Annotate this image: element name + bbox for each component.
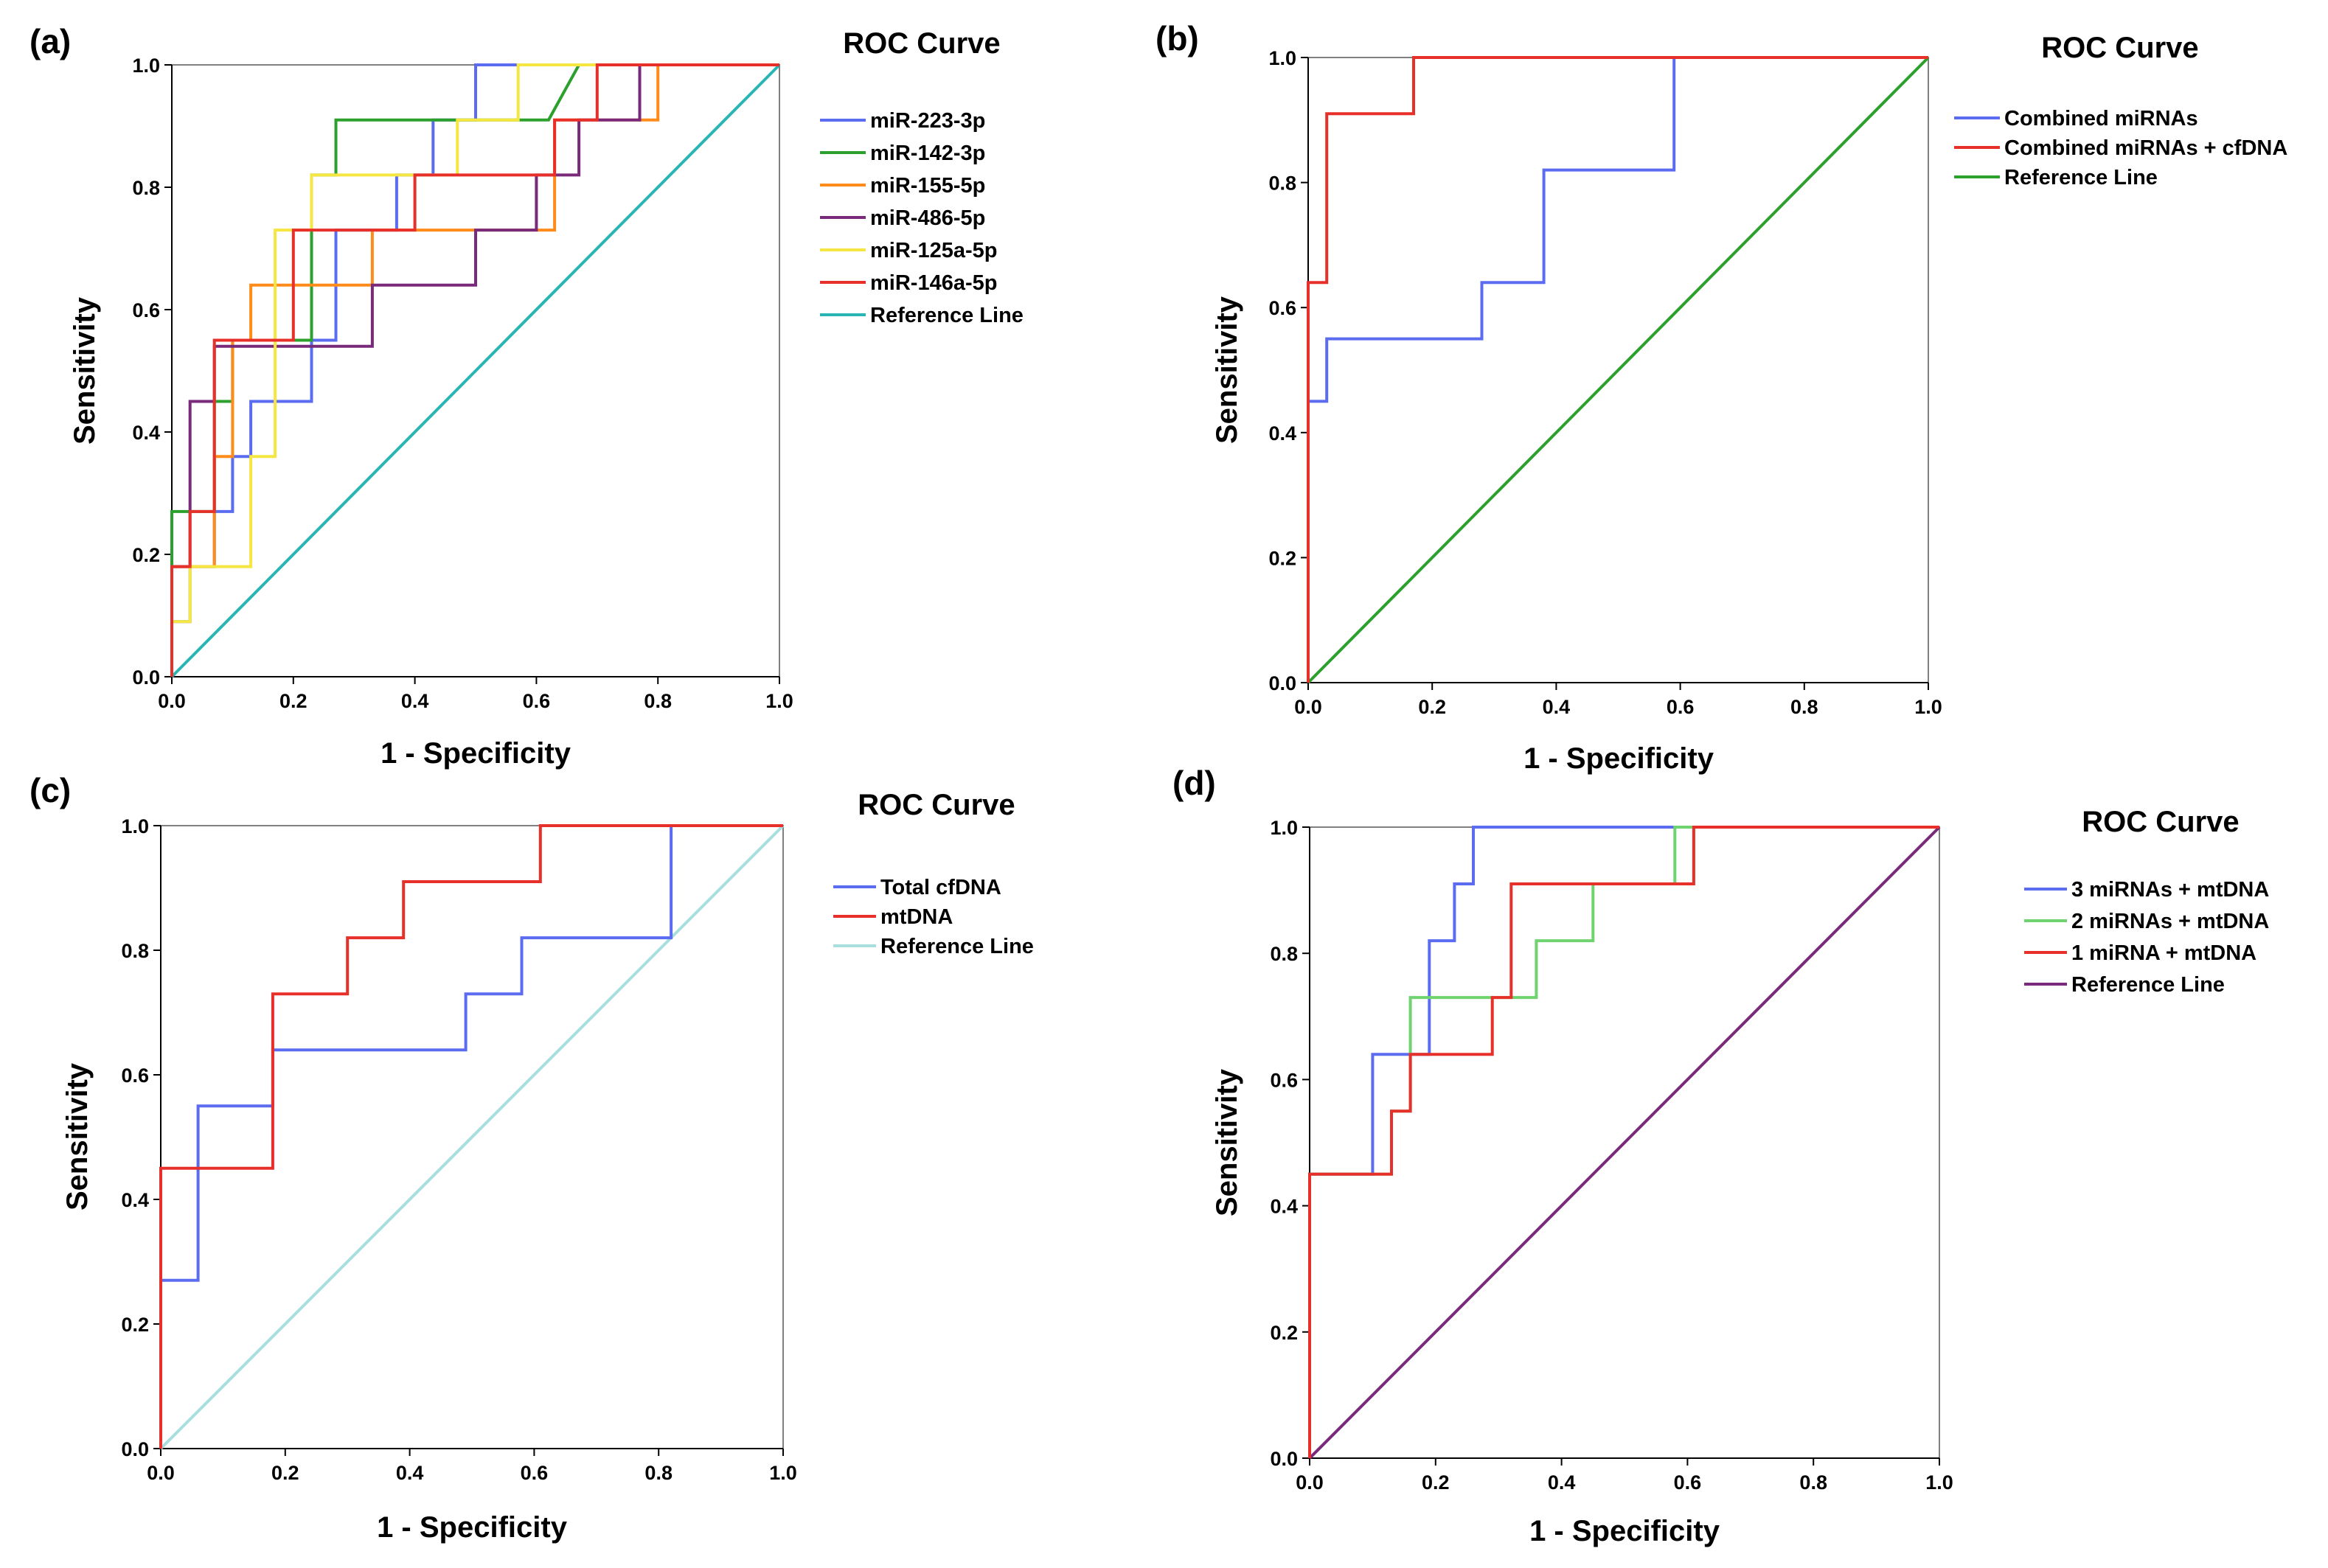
x-tick-label: 0.2 (1422, 1471, 1450, 1494)
legend-label: Reference Line (880, 935, 1034, 958)
roc-panel-b: 0.0 0.2 0.4 0.6 0.8 1.0 0.0 0.2 0.4 0.6 0.8 1.0 (b) R… (1156, 19, 2287, 775)
x-tick-label: 0.6 (521, 1462, 549, 1484)
y-tick-label: 0.2 (132, 544, 160, 566)
y-tick-label: 0.8 (1270, 943, 1298, 965)
roc-panel-d: 0.0 0.2 0.4 0.6 0.8 1.0 0.0 0.2 0.4 0.6 0.8 1.0 (d) R… (1172, 764, 2269, 1547)
chart-title: ROC Curve (843, 27, 1000, 60)
legend-label: 1 miRNA + mtDNA (2071, 941, 2256, 965)
series-line-mtdna (159, 824, 783, 1449)
y-tick-label: 0.4 (1270, 1196, 1298, 1218)
chart-title: ROC Curve (858, 789, 1015, 821)
series-line-reference-line (1308, 826, 1941, 1460)
legend-label: Reference Line (2071, 973, 2225, 997)
legend-label: miR-155-5p (870, 174, 985, 198)
x-tick-label: 1.0 (769, 1462, 797, 1484)
panel-label: (a) (29, 22, 71, 60)
x-tick-label: 1.0 (1925, 1471, 1953, 1494)
x-tick-label: 0.8 (644, 1462, 673, 1484)
x-tick-label: 0.0 (147, 1462, 175, 1484)
y-tick-label: 0.4 (1268, 422, 1296, 445)
x-tick-label: 0.6 (523, 690, 551, 712)
legend-label: miR-146a-5p (870, 271, 997, 295)
y-tick-label: 0.2 (121, 1314, 149, 1336)
legend-label: Combined miRNAs + cfDNA (2004, 136, 2287, 160)
panel-label: (d) (1172, 764, 1216, 802)
legend-label: 2 miRNAs + mtDNA (2071, 910, 2269, 933)
series-line-mir-125a-5p (170, 63, 779, 677)
y-axis-title: Sensitivity (69, 296, 101, 445)
y-tick-label: 0.6 (1270, 1069, 1298, 1091)
x-axis-title: 1 - Specificity (381, 737, 571, 770)
panel-label: (b) (1156, 19, 1199, 58)
legend-label: Combined miRNAs (2004, 107, 2198, 130)
x-tick-label: 0.8 (1790, 696, 1818, 718)
y-tick-label: 0.4 (121, 1189, 149, 1211)
x-tick-label: 0.0 (1296, 1471, 1324, 1494)
y-tick-label: 1.0 (121, 815, 149, 837)
y-tick-label: 0.8 (1268, 173, 1296, 195)
series-line-total-cfdna (159, 824, 783, 1449)
legend-label: mtDNA (880, 905, 953, 929)
x-tick-label: 0.6 (1674, 1471, 1702, 1494)
chart-title: ROC Curve (2041, 32, 2198, 64)
y-tick-label: 0.2 (1270, 1322, 1298, 1344)
x-tick-label: 0.8 (644, 690, 672, 712)
y-tick-label: 0.0 (1270, 1448, 1298, 1470)
x-tick-label: 0.2 (1418, 696, 1446, 718)
x-tick-label: 0.8 (1799, 1471, 1827, 1494)
legend-label: miR-142-3p (870, 142, 985, 165)
y-tick-label: 0.8 (121, 940, 149, 962)
x-tick-label: 0.6 (1667, 696, 1695, 718)
y-tick-label: 0.6 (132, 299, 160, 321)
series-line-reference-line (170, 63, 781, 678)
x-axis-title: 1 - Specificity (377, 1511, 568, 1544)
x-tick-label: 0.2 (271, 1462, 299, 1484)
series-line-mir-146a-5p (170, 63, 779, 677)
y-axis-title: Sensitivity (1211, 296, 1243, 444)
series-line-reference-line (1307, 56, 1930, 684)
legend-label: Reference Line (870, 304, 1024, 327)
y-axis-title: Sensitivity (1211, 1068, 1243, 1216)
y-tick-label: 0.6 (1268, 297, 1296, 319)
legend-label: Total cfDNA (880, 876, 1001, 899)
x-tick-label: 0.0 (1294, 696, 1322, 718)
panel-label: (c) (29, 771, 71, 809)
roc-panel-c: 0.0 0.2 0.4 0.6 0.8 1.0 0.0 0.2 0.4 0.6 0.8 1.0 (c) R… (29, 771, 1034, 1544)
series-line-1-mirna-mtdna (1308, 826, 1939, 1458)
x-tick-label: 0.4 (401, 690, 429, 712)
series-line-reference-line (159, 824, 785, 1450)
chart-title: ROC Curve (2082, 806, 2239, 838)
y-tick-label: 1.0 (1268, 47, 1296, 69)
x-tick-label: 0.4 (1548, 1471, 1576, 1494)
y-tick-label: 0.0 (132, 666, 160, 689)
legend-label: Reference Line (2004, 166, 2158, 189)
y-tick-label: 0.0 (1268, 672, 1296, 694)
y-tick-label: 1.0 (1270, 817, 1298, 839)
legend-label: miR-125a-5p (870, 239, 997, 262)
x-tick-label: 0.4 (396, 1462, 424, 1484)
legend-label: miR-486-5p (870, 206, 985, 230)
y-tick-label: 1.0 (132, 55, 160, 77)
x-tick-label: 1.0 (765, 690, 793, 712)
legend-label: miR-223-3p (870, 109, 985, 133)
x-tick-label: 0.2 (279, 690, 307, 712)
y-axis-title: Sensitivity (61, 1062, 94, 1210)
y-tick-label: 0.0 (121, 1438, 149, 1460)
x-tick-label: 0.0 (158, 690, 186, 712)
y-tick-label: 0.4 (132, 422, 160, 444)
x-tick-label: 1.0 (1914, 696, 1942, 718)
y-tick-label: 0.6 (121, 1065, 149, 1087)
x-axis-title: 1 - Specificity (1523, 742, 1714, 775)
series-line-combined-mirnas-cfdna (1307, 56, 1928, 683)
x-tick-label: 0.4 (1543, 696, 1571, 718)
y-tick-label: 0.8 (132, 177, 160, 199)
y-tick-label: 0.2 (1268, 547, 1296, 569)
series-line-combined-mirnas (1307, 56, 1928, 683)
legend-label: 3 miRNAs + mtDNA (2071, 878, 2269, 902)
x-axis-title: 1 - Specificity (1529, 1515, 1720, 1547)
roc-panel-a: 0.0 0.2 0.4 0.6 0.8 1.0 0.0 0.2 0.4 0.6 0.8 1.0 (a) R… (29, 22, 1024, 770)
